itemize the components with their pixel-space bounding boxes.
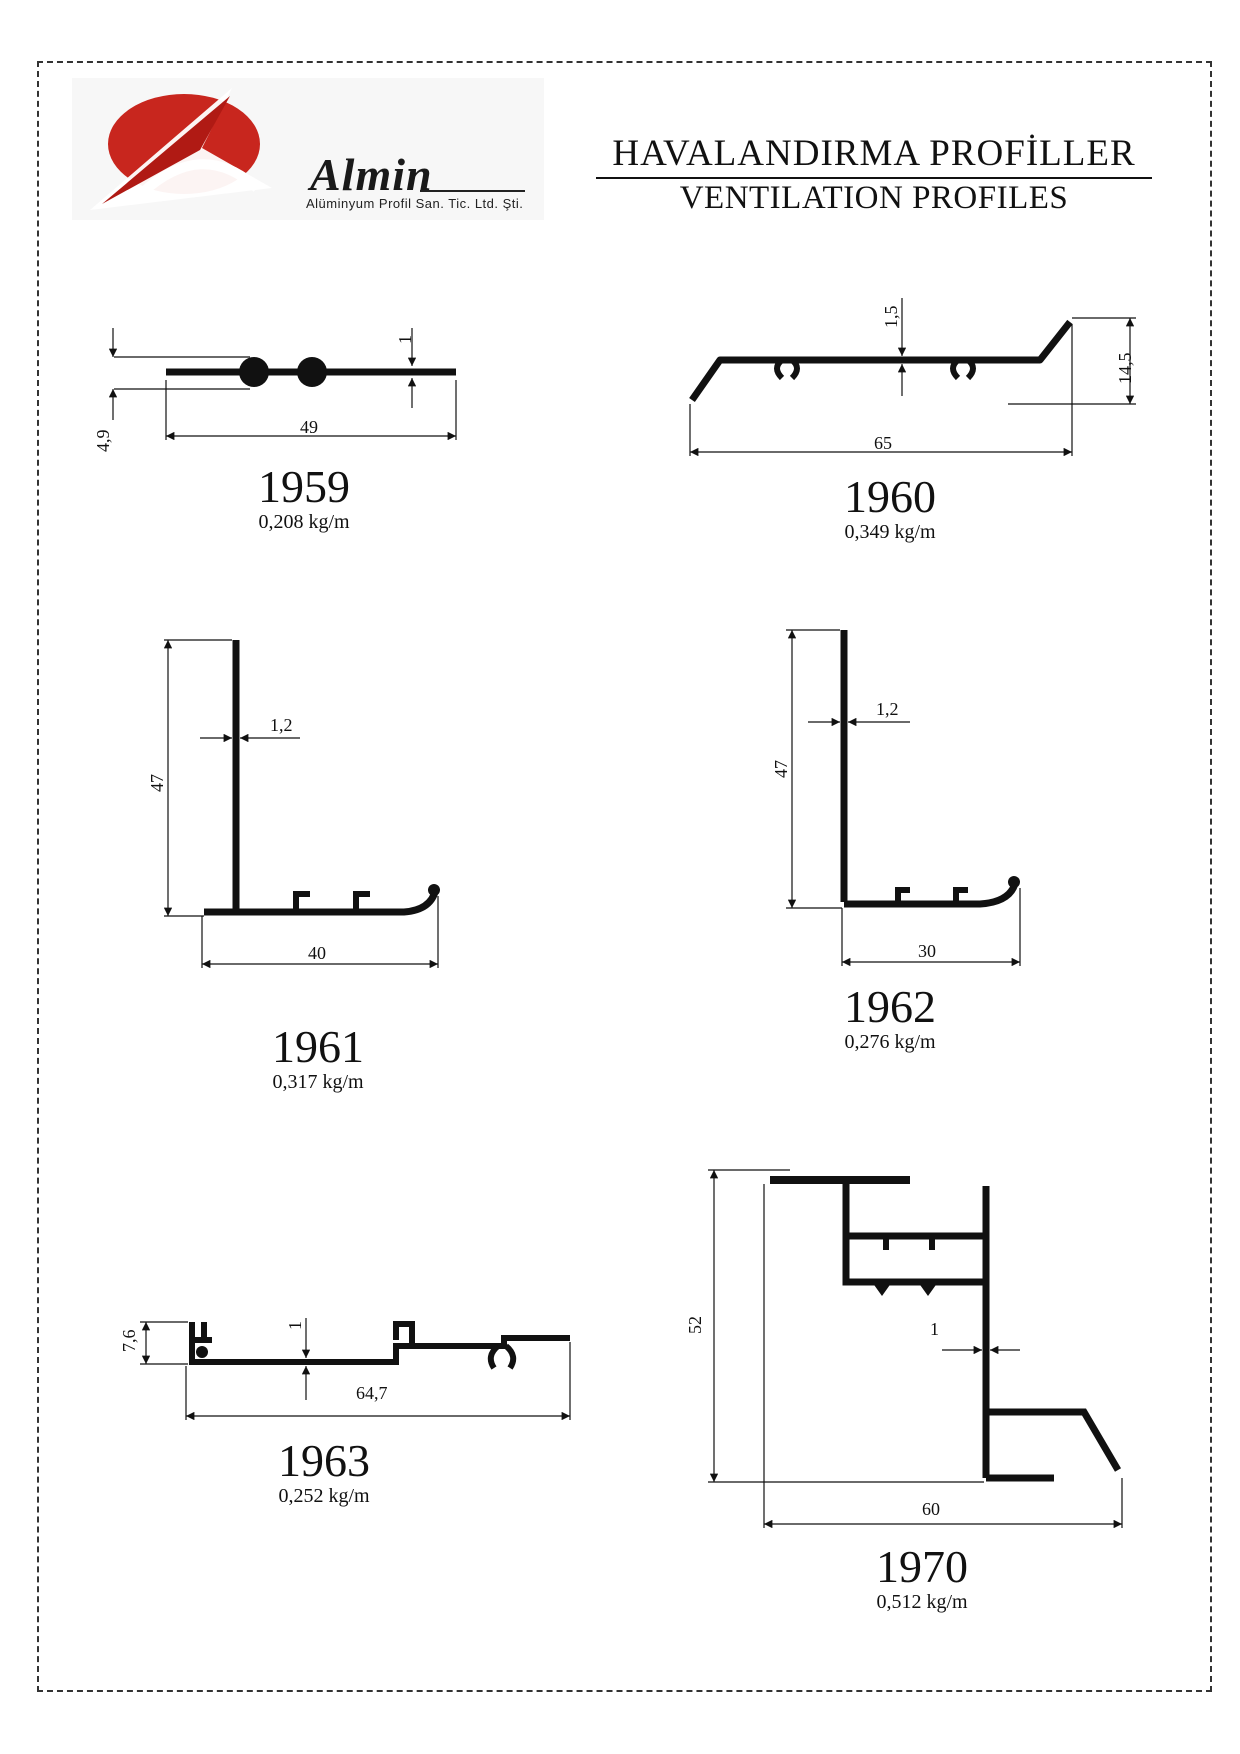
profile-1959-weight: 0,208 kg/m — [258, 511, 350, 533]
profile-1961-dim-width: 40 — [308, 943, 326, 963]
profile-1963-dim-height: 7,6 — [119, 1329, 139, 1353]
profile-1962-weight: 0,276 kg/m — [844, 1031, 936, 1053]
profile-1963-dim-width: 64,7 — [356, 1383, 388, 1403]
company-tagline: Alüminyum Profil San. Tic. Ltd. Şti. — [306, 196, 524, 211]
profile-1961-weight: 0,317 kg/m — [272, 1071, 364, 1093]
profile-1962-dim-height: 47 — [771, 760, 791, 778]
profile-1970-weight: 0,512 kg/m — [876, 1591, 968, 1613]
company-name: Almin — [310, 149, 433, 200]
profile-1959-code: 1959 — [258, 461, 350, 512]
profile-1962-dim-thickness: 1,2 — [876, 699, 899, 719]
profile-1963-code: 1963 — [278, 1435, 370, 1486]
logo-emblem-icon — [90, 88, 272, 210]
title-english: VENTILATION PROFILES — [679, 180, 1069, 216]
profile-1970-dim-width: 60 — [922, 1499, 940, 1519]
profile-1961-code: 1961 — [272, 1021, 364, 1072]
profile-1970-code: 1970 — [876, 1541, 968, 1592]
title-turkish: HAVALANDIRMA PROFİLLER — [596, 132, 1152, 179]
profile-1963-drawing — [140, 1318, 571, 1421]
profile-1960-dim-thickness: 1,5 — [881, 305, 901, 329]
profile-1962-dim-width: 30 — [918, 941, 936, 961]
profile-1961-dim-height: 47 — [147, 774, 167, 792]
profile-1960-drawing — [689, 298, 1136, 457]
logo-rule — [420, 190, 525, 192]
profile-1963-dim-thickness: 1 — [285, 1321, 305, 1330]
profile-1960-dim-height: 14,5 — [1115, 352, 1135, 385]
profile-1961-dim-thickness: 1,2 — [270, 715, 293, 735]
profile-1962-code: 1962 — [844, 981, 936, 1032]
profile-1963-weight: 0,252 kg/m — [278, 1485, 370, 1507]
page-frame — [37, 61, 1212, 1692]
company-logo — [72, 78, 544, 220]
profile-1959-dim-thickness: 1 — [395, 335, 415, 344]
profile-1960-weight: 0,349 kg/m — [844, 521, 936, 543]
profile-1970-dim-height: 52 — [685, 1316, 705, 1334]
profile-1962-drawing — [786, 629, 1021, 967]
profile-1960-code: 1960 — [844, 471, 936, 522]
profile-1961-drawing — [163, 639, 440, 969]
profile-1960-dim-width: 65 — [874, 433, 892, 453]
profile-1970-dim-thickness: 1 — [930, 1319, 939, 1339]
profile-1959-drawing — [108, 328, 457, 441]
profile-1970-drawing — [708, 1169, 1123, 1529]
profile-1959-dim-width: 49 — [300, 417, 318, 437]
profile-1959-dim-height: 4,9 — [93, 429, 113, 453]
